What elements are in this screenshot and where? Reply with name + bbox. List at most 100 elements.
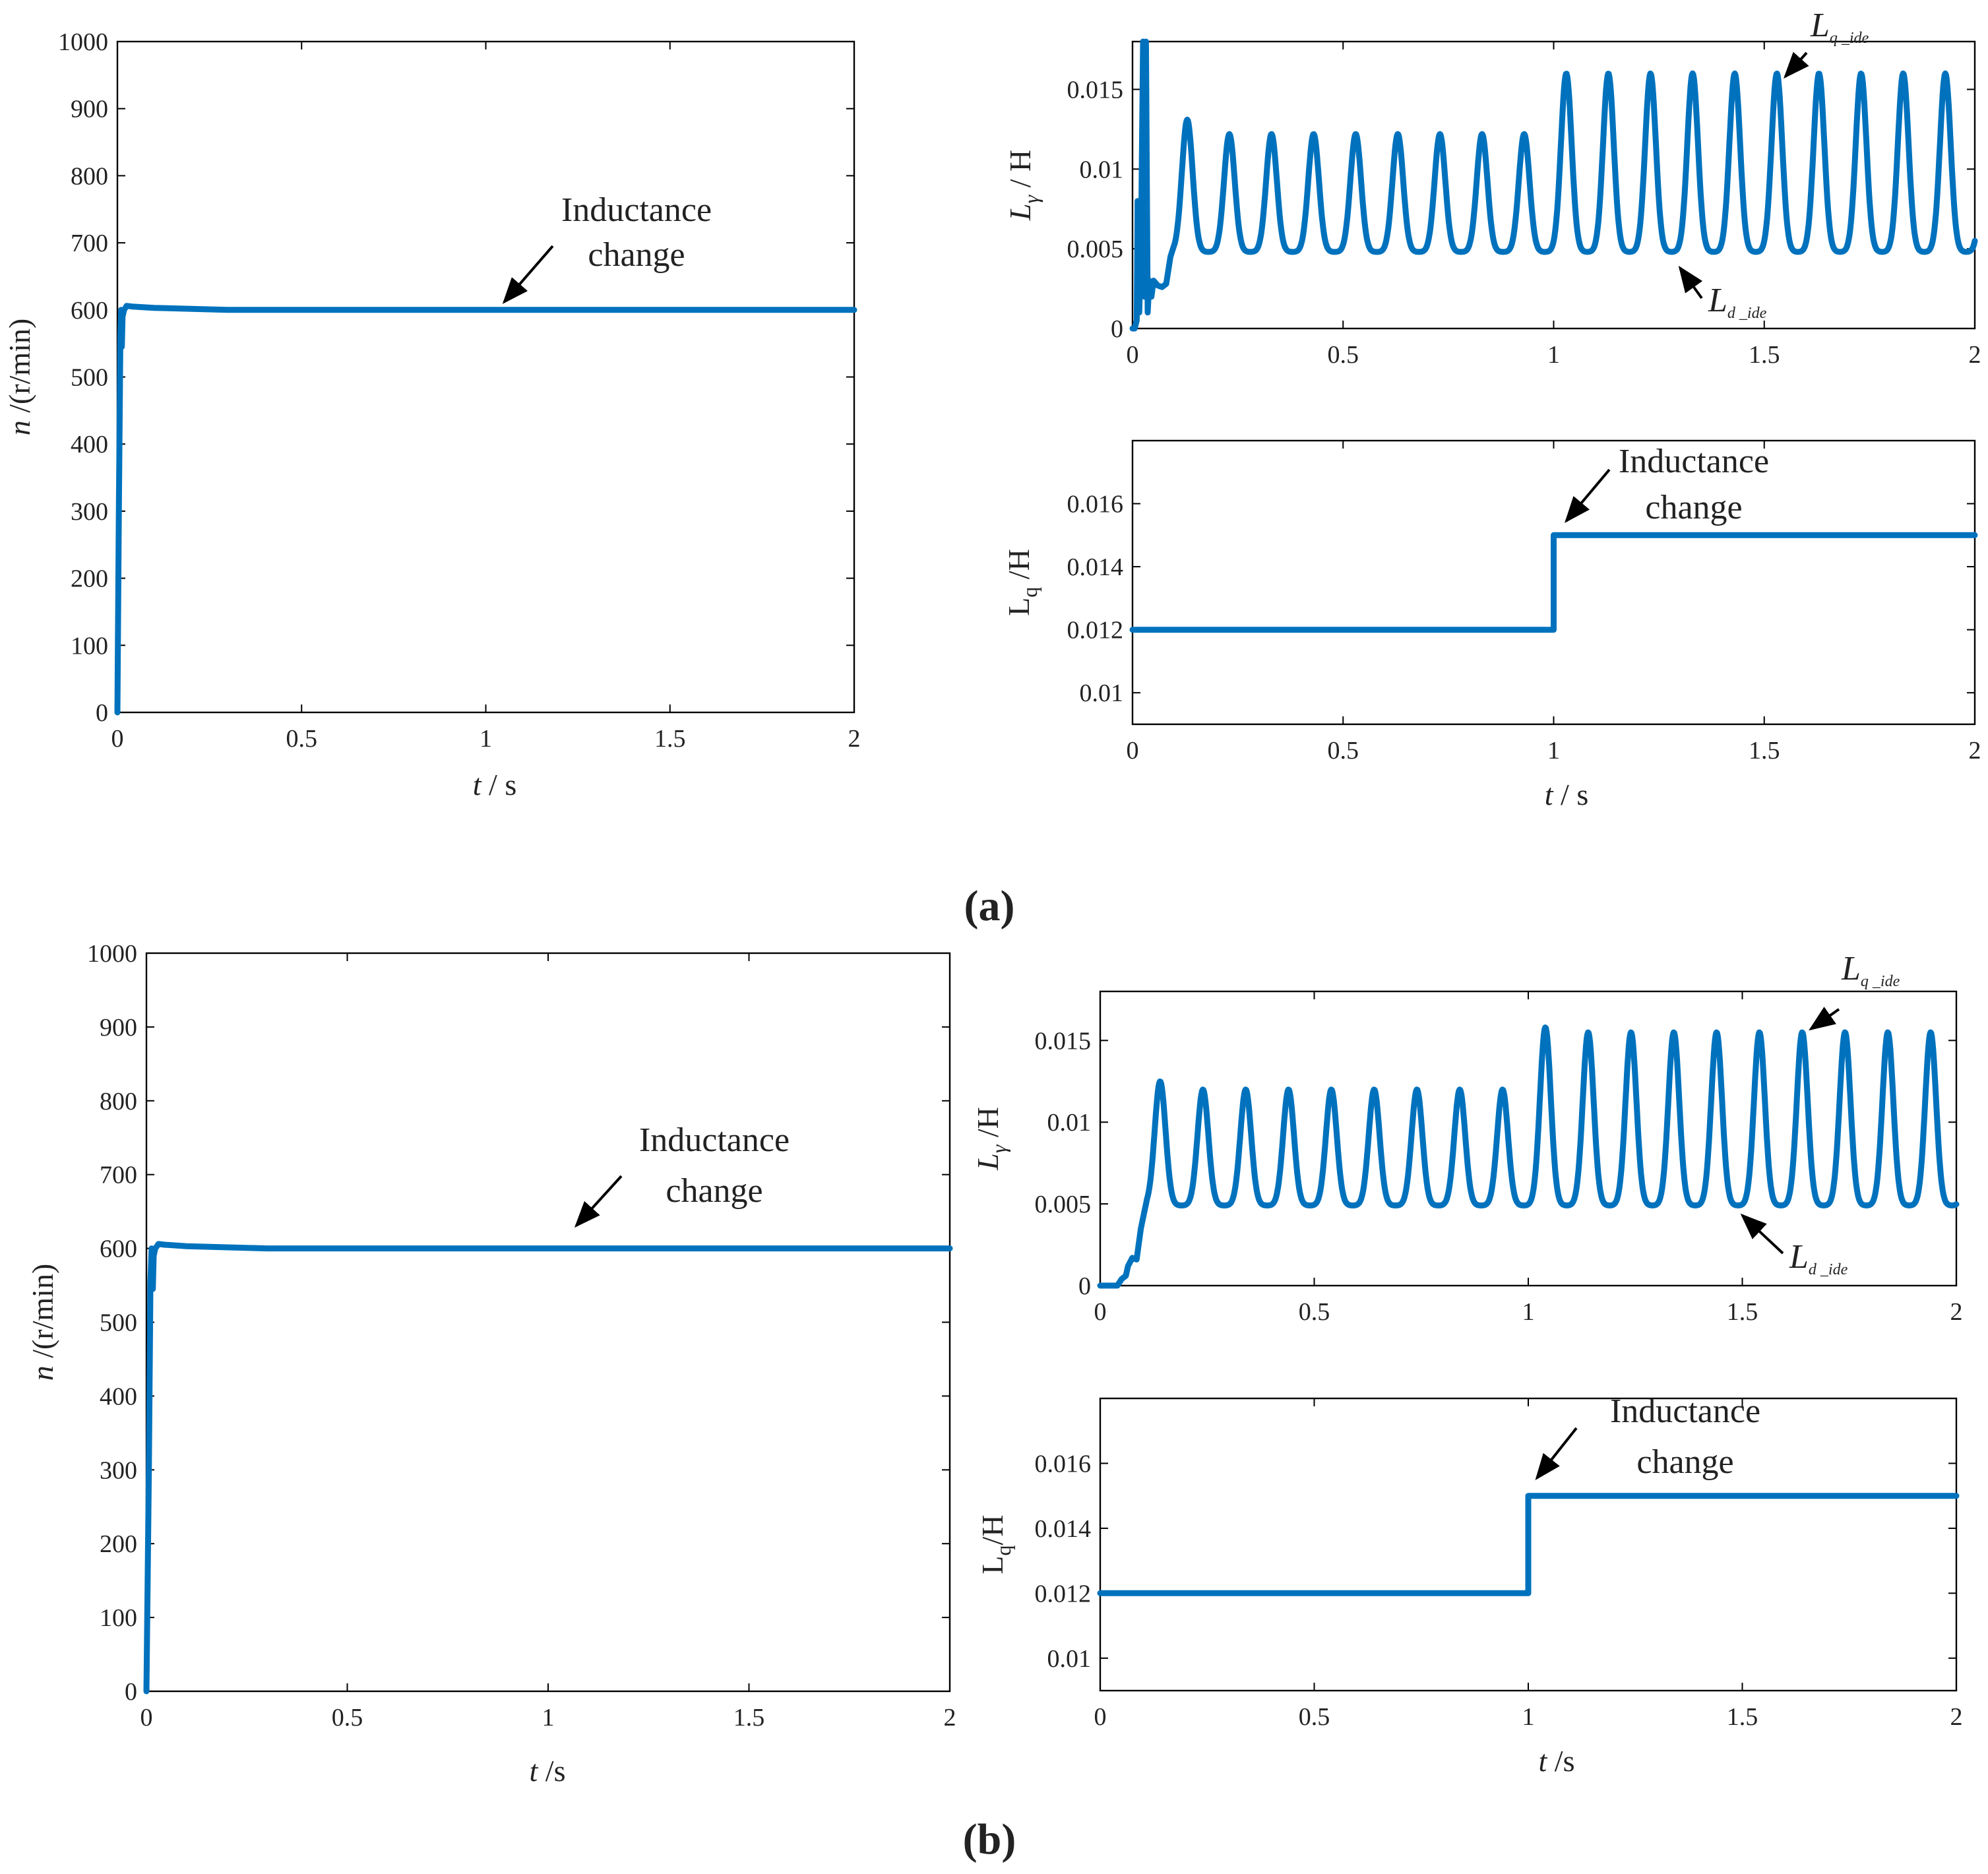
y-tick-label: 600 [100,1235,137,1263]
y-axis-label: Lq /H [1002,549,1041,616]
x-tick-label: 1 [1547,341,1560,369]
y-tick-label: 0 [1111,315,1123,343]
x-tick-label: 0.5 [332,1704,363,1732]
chart-a-speed: 0 0.5 1 1.5 2 0 100 200 300 400 500 600 700 800 900 100… [3,28,861,801]
x-tick-label: 0 [140,1704,153,1732]
y-tick-label: 0 [125,1678,137,1706]
x-tick-label: 0.5 [286,725,318,753]
annotation-inductance-change: Inductance [639,1121,790,1159]
annotation-arrow [1784,51,1809,79]
annotation-change: change [1645,489,1742,526]
x-tick-label: 0.5 [1299,1703,1330,1731]
x-tick-label: 0 [1127,341,1139,369]
y-tick-label: 0.01 [1047,1109,1092,1137]
annotation-q-ide: Lq _ide [1810,7,1869,47]
x-axis-label: t / s [473,768,516,801]
y-tick-label: 100 [100,1604,137,1632]
plot-frame [145,952,951,1693]
chart-b-lgamma: 0 0.5 1 1.5 2 0 0.005 0.01 0.015 Lγ /H Lq _ide Ld _… [971,950,1963,1326]
x-tick-label: 1 [1547,737,1560,765]
x-tick-label: 1.5 [1749,737,1780,765]
y-tick-label: 800 [71,162,108,190]
y-tick-label: 400 [71,431,108,458]
x-tick-label: 2 [1950,1703,1963,1731]
x-tick-label: 0 [1094,1298,1107,1326]
x-axis-label: t / s [1545,778,1588,811]
y-tick-label: 0.014 [1067,553,1124,581]
annotation-change: change [588,236,685,274]
y-axis-label: Lγ /H [971,1107,1010,1171]
annotation-change: change [1636,1443,1733,1481]
y-tick-label: 0.005 [1067,235,1124,263]
y-tick-label: 100 [71,632,108,660]
x-tick-label: 2 [1969,737,1981,765]
x-tick-label: 1 [480,725,492,753]
y-tick-label: 300 [100,1456,137,1484]
annotation-arrow [1535,1427,1578,1481]
y-tick-label: 0.016 [1067,491,1124,518]
y-tick-label: 0.015 [1067,77,1124,104]
annotation-arrow [1565,468,1611,523]
x-tick-label: 0.5 [1328,737,1359,765]
x-tick-label: 1.5 [1727,1298,1758,1326]
x-tick-label: 2 [848,725,861,753]
x-tick-label: 0 [111,725,124,753]
y-tick-label: 0.016 [1035,1450,1092,1478]
y-tick-label: 800 [100,1088,137,1115]
y-axis-label: Lq/H [976,1515,1015,1574]
plot-frame [1131,40,1976,330]
y-tick-label: 0.005 [1035,1191,1092,1218]
y-tick-label: 900 [100,1014,137,1042]
y-tick-label: 600 [71,297,108,325]
x-tick-label: 0.5 [1299,1298,1330,1326]
y-tick-label: 900 [71,96,108,123]
chart-a-lq: 0 0.5 1 1.5 2 0.01 0.012 0.014 0.016 t / s Lq /H In… [1002,439,1981,811]
series-line-n [114,303,857,716]
y-axis-label: Lγ / H [1003,150,1043,221]
annotation-arrow [502,245,554,304]
chart-b-speed: 0 0.5 1 1.5 2 0 100 200 300 400 500 600 700 800 900 100… [26,940,956,1788]
y-tick-label: 0.015 [1035,1027,1092,1055]
x-tick-label: 1.5 [1727,1703,1758,1731]
x-tick-label: 2 [1950,1298,1963,1326]
charts-layer: 0 0.5 1 1.5 20100200300400500600700800900100… [3,7,1981,1788]
annotation-inductance-change: Inductance [1619,443,1769,480]
series-line-Lq [1129,532,1978,633]
x-tick-label: 0 [1127,737,1139,765]
y-tick-label: 1000 [87,940,137,968]
annotation-arrow [1809,1007,1840,1031]
annotation-arrow [574,1175,623,1228]
annotation-inductance-change: Inductance [561,191,712,229]
x-axis-label: t /s [1539,1744,1575,1778]
x-tick-label: 1.5 [654,725,686,753]
x-tick-label: 1.5 [733,1704,765,1732]
plot-frame [116,40,855,714]
y-tick-label: 0.01 [1080,156,1124,183]
annotation-d-ide: Ld _ide [1708,282,1767,322]
series-line-Lq [1097,1493,1960,1596]
x-tick-label: 1 [1522,1298,1535,1326]
y-tick-label: 0 [1078,1272,1091,1300]
x-tick-label: 1 [1522,1703,1535,1731]
series-line-lgamma [1129,38,1978,332]
y-tick-label: 400 [100,1383,137,1410]
y-axis-label: n /(r/min) [26,1264,59,1381]
y-tick-label: 700 [71,230,108,257]
series-line-n [143,1241,953,1695]
y-tick-label: 0.012 [1035,1580,1092,1608]
annotation-arrow [1740,1213,1784,1255]
y-tick-label: 200 [100,1530,137,1558]
annotation-arrow [1678,265,1703,299]
x-axis-label: t /s [530,1754,566,1788]
x-tick-label: 1.5 [1749,341,1780,369]
y-axis-label: n /(r/min) [3,319,36,436]
x-tick-label: 2 [944,1704,956,1732]
panel-label-b: (b) [963,1815,1016,1863]
panel-label-a: (a) [964,882,1015,930]
y-tick-label: 200 [71,565,108,593]
y-tick-label: 0.01 [1080,679,1124,707]
y-tick-label: 700 [100,1162,137,1189]
annotation-d-ide: Ld _ide [1789,1238,1848,1278]
series-line-lgamma [1097,1024,1960,1289]
